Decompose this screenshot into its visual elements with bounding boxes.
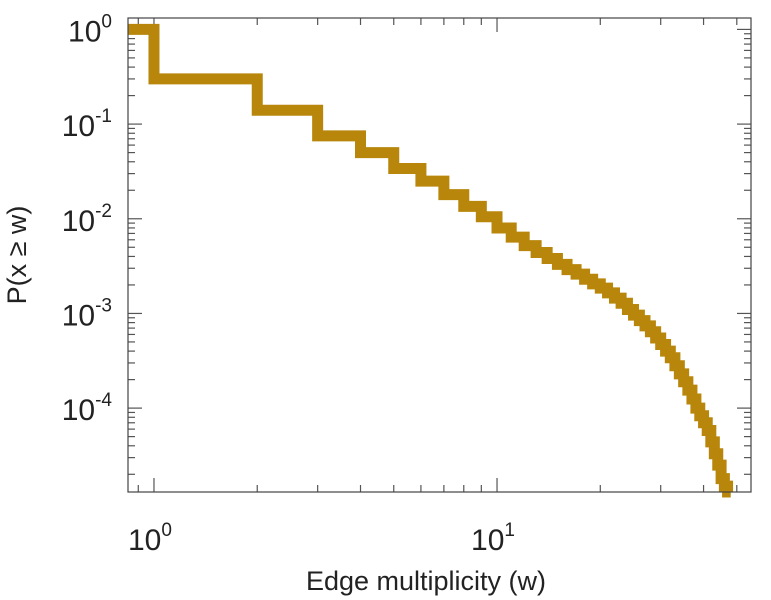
y-tick-label: 10-2 [62,201,112,238]
y-tick-label: 10-3 [62,295,112,332]
x-tick-label: 100 [128,520,172,557]
tick-marks [128,18,751,492]
series-layer [128,23,734,498]
plot-frame [127,17,752,493]
x-tick-label: 101 [471,520,515,557]
tick-labels: 100 101 100 10-1 10-2 10-3 10-4 [62,11,515,557]
x-axis-label: Edge multiplicity (w) [306,566,546,596]
series-step-line-0 [128,23,734,498]
y-axis-label: P(x ≥ w) [2,206,32,305]
y-tick-label: 10-4 [62,390,113,427]
y-tick-label: 100 [68,11,112,48]
y-tick-label: 10-1 [62,106,112,143]
